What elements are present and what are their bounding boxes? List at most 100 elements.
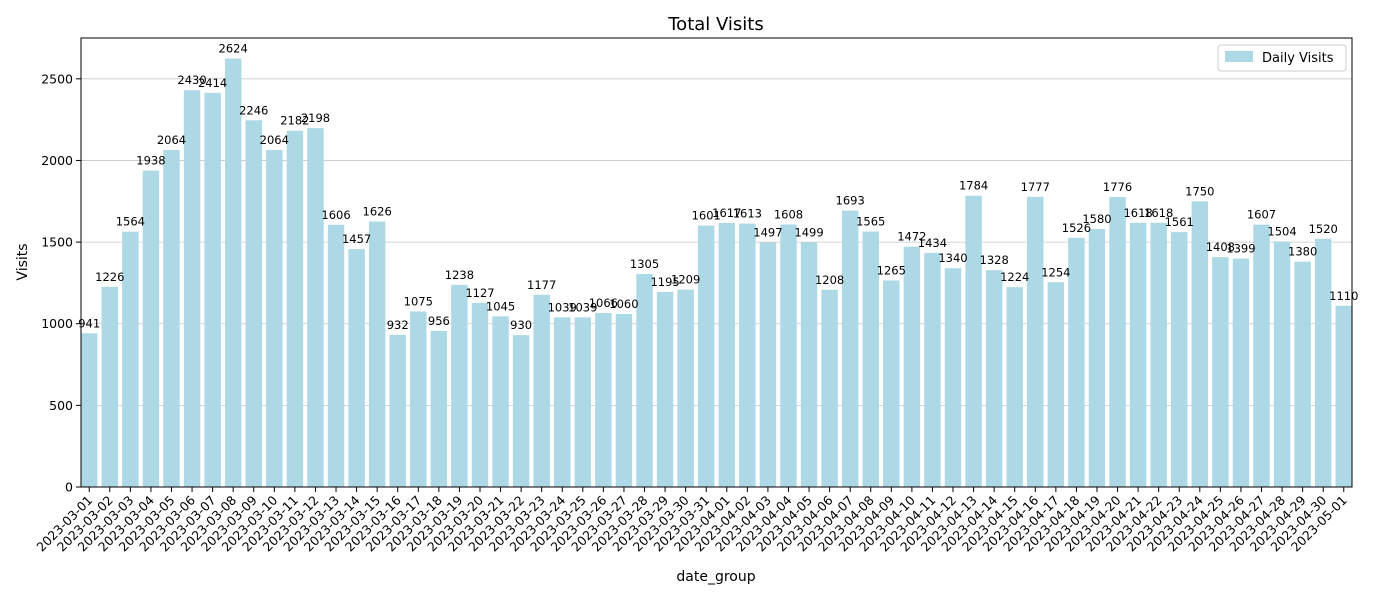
bar-value-label: 2198 [301, 111, 330, 125]
y-tick-label: 1000 [41, 316, 73, 331]
y-tick-label: 500 [49, 398, 73, 413]
bar [1273, 241, 1291, 487]
y-tick-label: 1500 [41, 235, 73, 250]
bar-value-label: 1618 [1144, 206, 1173, 220]
bar-value-label: 2182 [280, 114, 309, 128]
bar-value-label: 1328 [980, 253, 1009, 267]
bar-value-label: 1060 [609, 297, 638, 311]
bar-value-label: 1777 [1021, 180, 1050, 194]
bar-value-label: 1434 [918, 236, 947, 250]
bar-value-label: 941 [78, 316, 100, 330]
bar-value-label: 1039 [548, 300, 577, 314]
bar-value-label: 2064 [260, 133, 289, 147]
bar [615, 313, 633, 487]
bar [883, 280, 900, 487]
bar-value-label: 1399 [1226, 242, 1255, 256]
bar-value-label: 1177 [527, 278, 556, 292]
bar-value-label: 1209 [671, 273, 700, 287]
bar-value-label: 1776 [1103, 180, 1132, 194]
bar-value-label: 1497 [753, 226, 782, 240]
bar [944, 268, 962, 487]
bar-value-label: 1580 [1082, 212, 1111, 226]
chart-title: Total Visits [667, 14, 764, 35]
bar-value-label: 1195 [650, 275, 679, 289]
bar [1191, 201, 1209, 488]
bar [780, 224, 797, 487]
bar-value-label: 1045 [486, 299, 515, 313]
bar [903, 246, 921, 487]
y-tick-label: 2500 [41, 71, 73, 86]
bar [183, 90, 201, 487]
bar-value-label: 1208 [815, 273, 844, 287]
bar [985, 270, 1003, 487]
bar-value-label: 1254 [1041, 265, 1070, 279]
bar-value-label: 1224 [1000, 270, 1029, 284]
bar [410, 311, 427, 487]
y-axis-label: Visits [15, 243, 31, 280]
bar [327, 224, 345, 487]
bar-value-label: 1499 [794, 225, 823, 239]
bar [924, 252, 941, 487]
bar [204, 92, 221, 488]
bar [1047, 282, 1065, 487]
bar-value-label: 1472 [897, 230, 926, 244]
bar [821, 289, 838, 487]
bar-value-label: 1693 [836, 194, 865, 208]
bar-value-label: 2246 [239, 103, 268, 117]
bar [965, 195, 982, 488]
bar [163, 150, 180, 487]
bar [142, 170, 160, 487]
bar-value-label: 1561 [1165, 215, 1194, 229]
bar [1006, 287, 1023, 487]
legend: Daily Visits [1217, 44, 1347, 72]
bar [697, 225, 715, 488]
bar [718, 222, 736, 487]
bar-value-label: 1305 [630, 257, 659, 271]
bar [101, 286, 119, 487]
bars [81, 58, 1352, 488]
bar-value-label: 1226 [95, 270, 124, 284]
bar-value-label: 1110 [1329, 289, 1358, 303]
y-axis: 0 500 1000 1500 2000 2500 [41, 71, 81, 495]
bar [533, 294, 550, 487]
bar-value-label: 1408 [1206, 240, 1235, 254]
bar [1294, 261, 1311, 487]
bar-value-label: 1127 [465, 286, 494, 300]
legend-swatch [1225, 51, 1253, 62]
bar [492, 316, 509, 487]
bar [1232, 258, 1250, 487]
bar-value-label: 1613 [733, 207, 762, 221]
bar-value-label: 1626 [363, 205, 392, 219]
bar [1027, 196, 1044, 487]
bar [266, 150, 283, 487]
bar-value-label: 1606 [321, 208, 350, 222]
bar-value-label: 956 [428, 314, 450, 328]
bar [348, 249, 365, 487]
bar-value-label: 1526 [1062, 221, 1091, 235]
bar-value-label: 1265 [877, 263, 906, 277]
bar [471, 302, 489, 487]
bar [1171, 232, 1188, 487]
bar-value-label: 2624 [219, 42, 248, 56]
plot-frame [80, 37, 1353, 488]
bar [1088, 229, 1106, 487]
bar-value-label: 1618 [1123, 206, 1152, 220]
bar-value-label: 1608 [774, 207, 803, 221]
bar-value-label: 1520 [1309, 222, 1338, 236]
bar [224, 58, 242, 488]
bar [286, 130, 304, 488]
bar-value-label: 1238 [445, 268, 474, 282]
bar-value-label: 2064 [157, 133, 186, 147]
bar-value-label: 1784 [959, 179, 988, 193]
bar [677, 289, 694, 487]
bar [81, 333, 98, 487]
x-axis-label: date_group [676, 569, 755, 585]
bar [1212, 257, 1229, 487]
bar-value-label: 1617 [712, 206, 741, 220]
bar [862, 231, 879, 487]
bar [1068, 237, 1085, 487]
bar [554, 317, 571, 487]
bar [759, 242, 777, 487]
bar [800, 242, 818, 487]
